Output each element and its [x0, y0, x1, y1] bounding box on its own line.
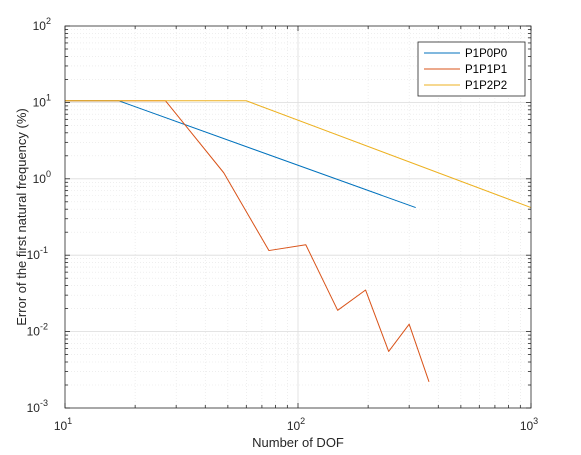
y-tick-label: 10-3 — [27, 398, 48, 415]
x-tick-label: 101 — [54, 416, 72, 433]
series-lines — [65, 100, 532, 383]
y-tick-label: 102 — [33, 16, 51, 33]
y-axis-label: Error of the first natural frequency (%) — [14, 108, 29, 325]
legend-label-p1p0p0: P1P0P0 — [465, 48, 507, 60]
tick-marks — [64, 25, 532, 409]
series-line-p1p2p2 — [65, 100, 532, 209]
x-axis-label: Number of DOF — [252, 435, 344, 450]
y-tick-labels: 10-3 10-2 10-1 100 101 102 — [27, 16, 51, 415]
legend: P1P0P0 P1P1P1 P1P2P2 — [417, 41, 526, 97]
x-tick-labels: 101 102 103 — [54, 416, 538, 433]
legend-label-p1p2p2: P1P2P2 — [465, 80, 507, 92]
x-tick-label: 103 — [520, 416, 538, 433]
x-tick-label: 102 — [287, 416, 305, 433]
y-tick-label: 10-2 — [27, 322, 48, 339]
y-tick-label: 101 — [33, 92, 51, 109]
y-tick-label: 100 — [33, 169, 51, 186]
legend-label-p1p1p1: P1P1P1 — [465, 64, 507, 76]
y-tick-label: 10-1 — [27, 245, 48, 262]
